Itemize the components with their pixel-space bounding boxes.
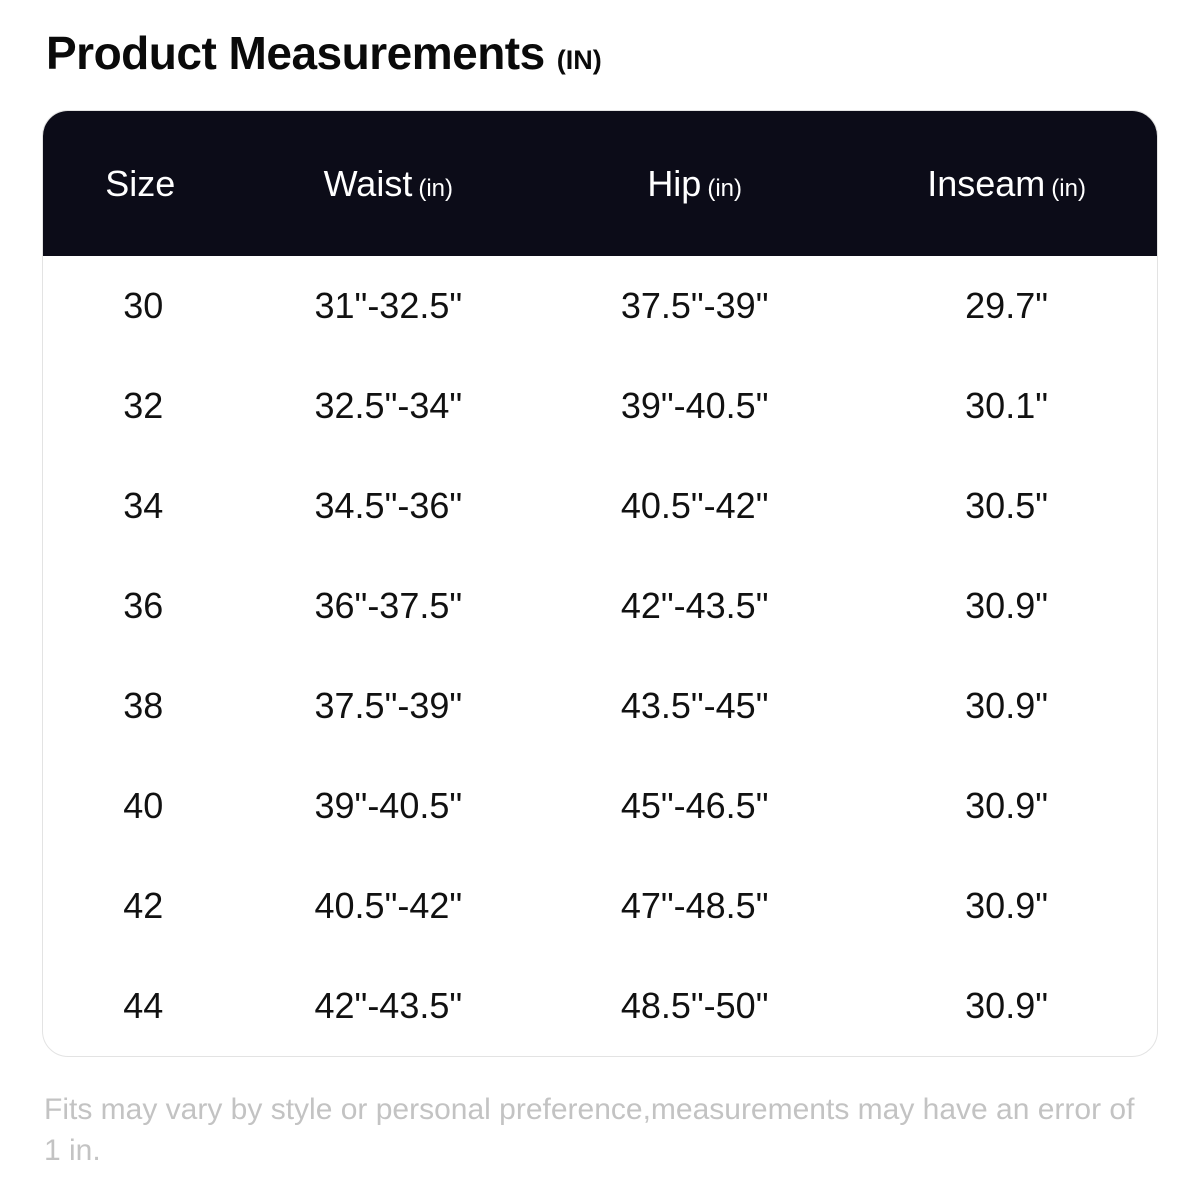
cell-hip: 48.5"-50" [620, 985, 769, 1026]
table-row: 40 39"-40.5" 45"-46.5" 30.9" [43, 756, 1157, 856]
cell-inseam: 30.9" [965, 585, 1049, 626]
table-header-row: Size Waist (in) Hip (in) Inseam (in) [43, 111, 1157, 256]
footnote: Fits may vary by style or personal prefe… [44, 1093, 1135, 1167]
table-row: 32 32.5"-34" 39"-40.5" 30.1" [43, 356, 1157, 456]
header-inseam: Inseam (in) [856, 111, 1157, 256]
cell-waist: 32.5"-34" [314, 385, 463, 426]
cell-waist: 42"-43.5" [314, 985, 463, 1026]
cell-size: 40 [123, 785, 164, 826]
header-waist-unit: (in) [418, 174, 453, 202]
header-size-label: Size [105, 162, 176, 204]
page-title-unit: (IN) [556, 45, 602, 75]
table-body: 30 31"-32.5" 37.5"-39" 29.7" 32 32.5"-34" 39"-… [43, 256, 1157, 1056]
cell-inseam: 30.9" [965, 685, 1049, 726]
cell-inseam: 30.9" [965, 885, 1049, 926]
header-waist: Waist (in) [244, 111, 534, 256]
cell-size: 44 [123, 985, 164, 1026]
cell-size: 32 [123, 385, 164, 426]
cell-inseam: 30.5" [965, 485, 1049, 526]
cell-inseam: 29.7" [965, 285, 1049, 326]
cell-inseam: 30.9" [965, 985, 1049, 1026]
cell-size: 36 [123, 585, 164, 626]
cell-waist: 40.5"-42" [314, 885, 463, 926]
cell-hip: 40.5"-42" [620, 485, 769, 526]
cell-waist: 39"-40.5" [314, 785, 463, 826]
header-hip: Hip (in) [533, 111, 856, 256]
table-row: 34 34.5"-36" 40.5"-42" 30.5" [43, 456, 1157, 556]
cell-hip: 39"-40.5" [620, 385, 769, 426]
page-title: Product Measurements [46, 27, 545, 79]
cell-size: 34 [123, 485, 164, 526]
cell-hip: 42"-43.5" [620, 585, 769, 626]
cell-size: 30 [123, 285, 164, 326]
cell-hip: 37.5"-39" [620, 285, 769, 326]
header-hip-label: Hip [647, 162, 702, 204]
cell-waist: 37.5"-39" [314, 685, 463, 726]
cell-waist: 36"-37.5" [314, 585, 463, 626]
cell-hip: 43.5"-45" [620, 685, 769, 726]
cell-inseam: 30.9" [965, 785, 1049, 826]
cell-size: 38 [123, 685, 164, 726]
header-inseam-label: Inseam [927, 162, 1046, 204]
cell-waist: 31"-32.5" [314, 285, 463, 326]
table-row: 38 37.5"-39" 43.5"-45" 30.9" [43, 656, 1157, 756]
header-inseam-unit: (in) [1051, 174, 1086, 202]
table-row: 44 42"-43.5" 48.5"-50" 30.9" [43, 956, 1157, 1056]
cell-hip: 47"-48.5" [620, 885, 769, 926]
cell-size: 42 [123, 885, 164, 926]
measurements-table: Size Waist (in) Hip (in) Inseam (in) 30 31"-… [43, 111, 1157, 1056]
header-hip-unit: (in) [707, 174, 743, 202]
page-title-row: Product Measurements (IN) [42, 26, 1158, 80]
measurements-table-container: Size Waist (in) Hip (in) Inseam (in) 30 31"-… [42, 110, 1158, 1057]
cell-hip: 45"-46.5" [620, 785, 769, 826]
table-row: 42 40.5"-42" 47"-48.5" 30.9" [43, 856, 1157, 956]
header-waist-label: Waist [323, 162, 413, 204]
cell-waist: 34.5"-36" [314, 485, 463, 526]
cell-inseam: 30.1" [965, 385, 1049, 426]
table-row: 36 36"-37.5" 42"-43.5" 30.9" [43, 556, 1157, 656]
table-header: Size Waist (in) Hip (in) Inseam (in) [43, 111, 1157, 256]
table-row: 30 31"-32.5" 37.5"-39" 29.7" [43, 256, 1157, 356]
header-size: Size [43, 111, 244, 256]
